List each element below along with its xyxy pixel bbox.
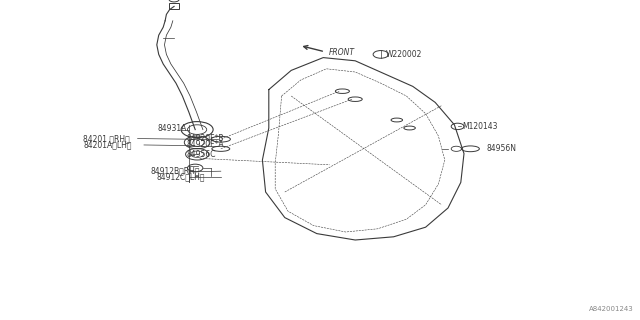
Text: 84912C〈LH〉: 84912C〈LH〉 <box>157 172 205 181</box>
Text: 84912B〈RH〉: 84912B〈RH〉 <box>150 167 200 176</box>
Text: 84201A〈LH〉: 84201A〈LH〉 <box>83 140 132 149</box>
Text: 84920F*A: 84920F*A <box>187 140 225 149</box>
Text: M120143: M120143 <box>463 122 498 131</box>
Text: W220002: W220002 <box>386 50 422 59</box>
Text: 84920F*B: 84920F*B <box>187 134 225 143</box>
Text: 84931A: 84931A <box>157 124 187 133</box>
Text: A842001243: A842001243 <box>589 306 634 312</box>
Text: 84201 〈RH〉: 84201 〈RH〉 <box>83 134 130 143</box>
Text: FRONT: FRONT <box>328 48 355 57</box>
Text: 84956N: 84956N <box>486 144 516 153</box>
Text: 84956C: 84956C <box>187 150 216 159</box>
